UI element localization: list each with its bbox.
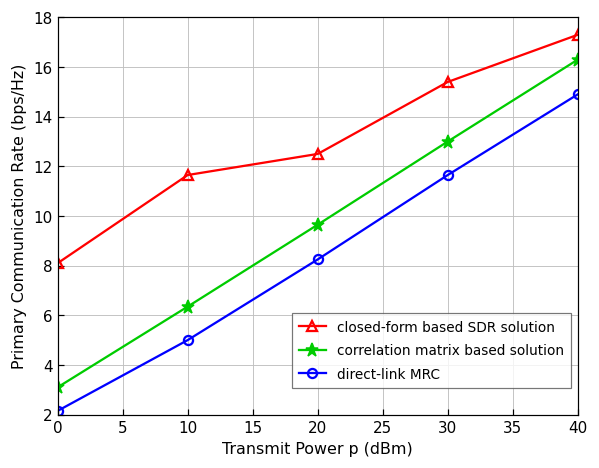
correlation matrix based solution [184,304,191,310]
direct-link MRC [314,257,321,263]
Line: closed-form based SDR solution: closed-form based SDR solution [52,30,583,269]
Line: correlation matrix based solution: correlation matrix based solution [51,53,584,394]
direct-link MRC [54,408,61,414]
correlation matrix based solution [314,222,321,228]
direct-link MRC [184,337,191,343]
X-axis label: Transmit Power p (dBm): Transmit Power p (dBm) [222,441,413,456]
Legend: closed-form based SDR solution, correlation matrix based solution, direct-link M: closed-form based SDR solution, correlat… [292,314,570,388]
closed-form based SDR solution [314,152,321,157]
closed-form based SDR solution [444,80,451,85]
correlation matrix based solution [444,139,451,145]
direct-link MRC [574,92,581,98]
correlation matrix based solution [574,58,581,63]
Y-axis label: Primary Communication Rate (bps/Hz): Primary Communication Rate (bps/Hz) [12,64,27,369]
closed-form based SDR solution [574,33,581,38]
closed-form based SDR solution [184,173,191,178]
Line: direct-link MRC: direct-link MRC [53,90,582,416]
closed-form based SDR solution [54,261,61,266]
direct-link MRC [444,173,451,178]
correlation matrix based solution [54,385,61,390]
